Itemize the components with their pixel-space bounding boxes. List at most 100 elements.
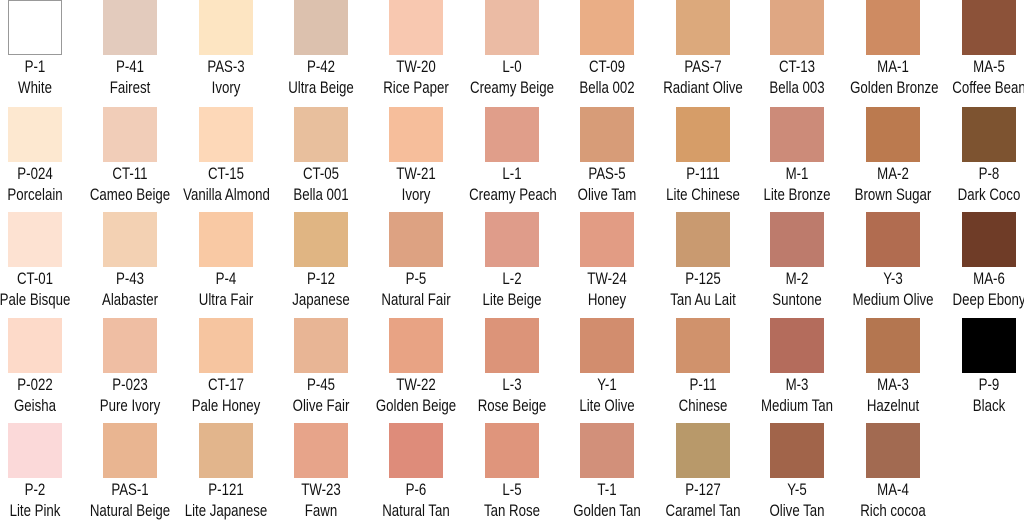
swatch-code: CT-09: [588, 57, 626, 76]
swatch-name: Lite Pink: [9, 501, 61, 520]
swatch-name: Dark Coco: [957, 185, 1021, 204]
swatch-item: L-5 Tan Rose: [477, 423, 573, 528]
swatch-name: Ultra Fair: [198, 290, 254, 309]
swatch-code: P-6: [405, 480, 427, 499]
swatch-code: P-11: [689, 375, 717, 394]
swatch-code: CT-05: [302, 164, 340, 183]
swatch-code: P-42: [306, 57, 336, 76]
swatch-name: Lite Chinese: [666, 185, 740, 204]
color-swatch: [770, 423, 824, 478]
swatch-name: Fawn: [304, 501, 338, 520]
swatch-name: Ultra Beige: [288, 78, 354, 97]
swatch-name: Rose Beige: [477, 396, 547, 415]
swatch-code: P-5: [405, 269, 427, 288]
swatch-code: P-024: [17, 164, 53, 183]
swatch-code: PAS-5: [588, 164, 626, 183]
swatch-code: CT-17: [207, 375, 245, 394]
swatch-item: MA-2 Brown Sugar: [855, 107, 954, 212]
swatch-item: Y-1 Lite Olive: [572, 318, 668, 423]
color-swatch: [770, 318, 824, 373]
swatch-name: Medium Tan: [760, 396, 833, 415]
swatch-item: TW-22 Golden Beige: [376, 318, 477, 423]
swatch-item: P-2 Lite Pink: [0, 423, 96, 528]
swatch-code: MA-5: [973, 57, 1005, 76]
swatch-name: Pale Honey: [191, 396, 261, 415]
swatch-code: CT-15: [207, 164, 245, 183]
swatch-name: Natural Tan: [382, 501, 450, 520]
color-swatch: [580, 212, 634, 267]
color-swatch: [962, 318, 1016, 373]
swatch-name: Cameo Beige: [89, 185, 171, 204]
color-swatch: [485, 318, 539, 373]
color-swatch: [389, 212, 443, 267]
swatch-code: L-1: [502, 164, 522, 183]
swatch-name: Creamy Beige: [469, 78, 555, 97]
swatch-item: P-6 Natural Tan: [381, 423, 477, 528]
color-swatch: [8, 423, 62, 478]
color-swatch: [294, 0, 348, 55]
swatch-item: P-5 Natural Fair: [381, 212, 477, 317]
color-swatch: [294, 423, 348, 478]
color-swatch: [389, 107, 443, 162]
color-swatch: [580, 318, 634, 373]
swatch-item: P-1 White: [0, 0, 96, 105]
swatch-item: CT-05 Bella 001: [286, 107, 382, 212]
swatch-item: P-43 Alabaster: [95, 212, 191, 317]
swatch-code: P-1: [24, 57, 46, 76]
swatch-name: Golden Tan: [573, 501, 641, 520]
swatch-code: Y-5: [787, 480, 807, 499]
swatch-name: Lite Japanese: [184, 501, 268, 520]
swatch-item: M-1 Lite Bronze: [762, 107, 858, 212]
swatch-code: CT-01: [16, 269, 54, 288]
color-swatch: [389, 0, 443, 55]
color-swatch: [770, 0, 824, 55]
swatch-item: P-127 Caramel Tan: [666, 423, 764, 528]
swatch-code: CT-13: [778, 57, 816, 76]
swatch-code: P-2: [24, 480, 46, 499]
color-swatch: [770, 212, 824, 267]
swatch-name: Tan Rose: [483, 501, 541, 520]
color-swatch: [389, 318, 443, 373]
swatch-code: P-9: [978, 375, 1000, 394]
swatch-name: Bella 002: [579, 78, 635, 97]
swatch-item: T-1 Golden Tan: [572, 423, 668, 528]
swatch-code: TW-21: [396, 164, 436, 183]
color-swatch: [294, 212, 348, 267]
swatch-code: P-127: [685, 480, 721, 499]
color-swatch: [199, 107, 253, 162]
swatch-item: PAS-3 Ivory: [191, 0, 287, 105]
swatch-name: Olive Fair: [292, 396, 350, 415]
swatch-code: TW-22: [396, 375, 436, 394]
swatch-code: M-1: [785, 164, 809, 183]
swatch-code: P-023: [112, 375, 148, 394]
swatch-name: Pale Bisque: [0, 290, 71, 309]
swatch-code: L-2: [502, 269, 522, 288]
swatch-item: Y-5 Olive Tan: [762, 423, 858, 528]
swatch-code: P-43: [115, 269, 145, 288]
swatch-code: P-8: [978, 164, 1000, 183]
swatch-item: P-023 Pure Ivory: [95, 318, 191, 423]
color-swatch: [676, 423, 730, 478]
swatch-code: MA-6: [973, 269, 1005, 288]
color-swatch: [485, 212, 539, 267]
swatch-code: P-121: [208, 480, 244, 499]
swatch-item: CT-01 Pale Bisque: [0, 212, 96, 317]
swatch-name: Caramel Tan: [665, 501, 741, 520]
swatch-item: CT-09 Bella 002: [572, 0, 668, 105]
color-swatch: [866, 0, 920, 55]
swatch-item: PAS-7 Radiant Olive: [663, 0, 764, 105]
swatch-name: Black: [972, 396, 1006, 415]
color-swatch: [199, 423, 253, 478]
color-swatch: [485, 423, 539, 478]
color-swatch: [199, 212, 253, 267]
swatch-name: Bella 003: [769, 78, 825, 97]
swatch-name: Porcelain: [7, 185, 63, 204]
swatch-item: MA-6 Deep Ebony: [952, 212, 1024, 317]
color-swatch: [103, 318, 157, 373]
color-swatch: [294, 107, 348, 162]
color-swatch: [962, 107, 1016, 162]
swatch-code: MA-1: [877, 57, 909, 76]
swatch-code: MA-2: [877, 164, 909, 183]
swatch-item: P-8 Dark Coco: [954, 107, 1024, 212]
color-swatch: [866, 107, 920, 162]
